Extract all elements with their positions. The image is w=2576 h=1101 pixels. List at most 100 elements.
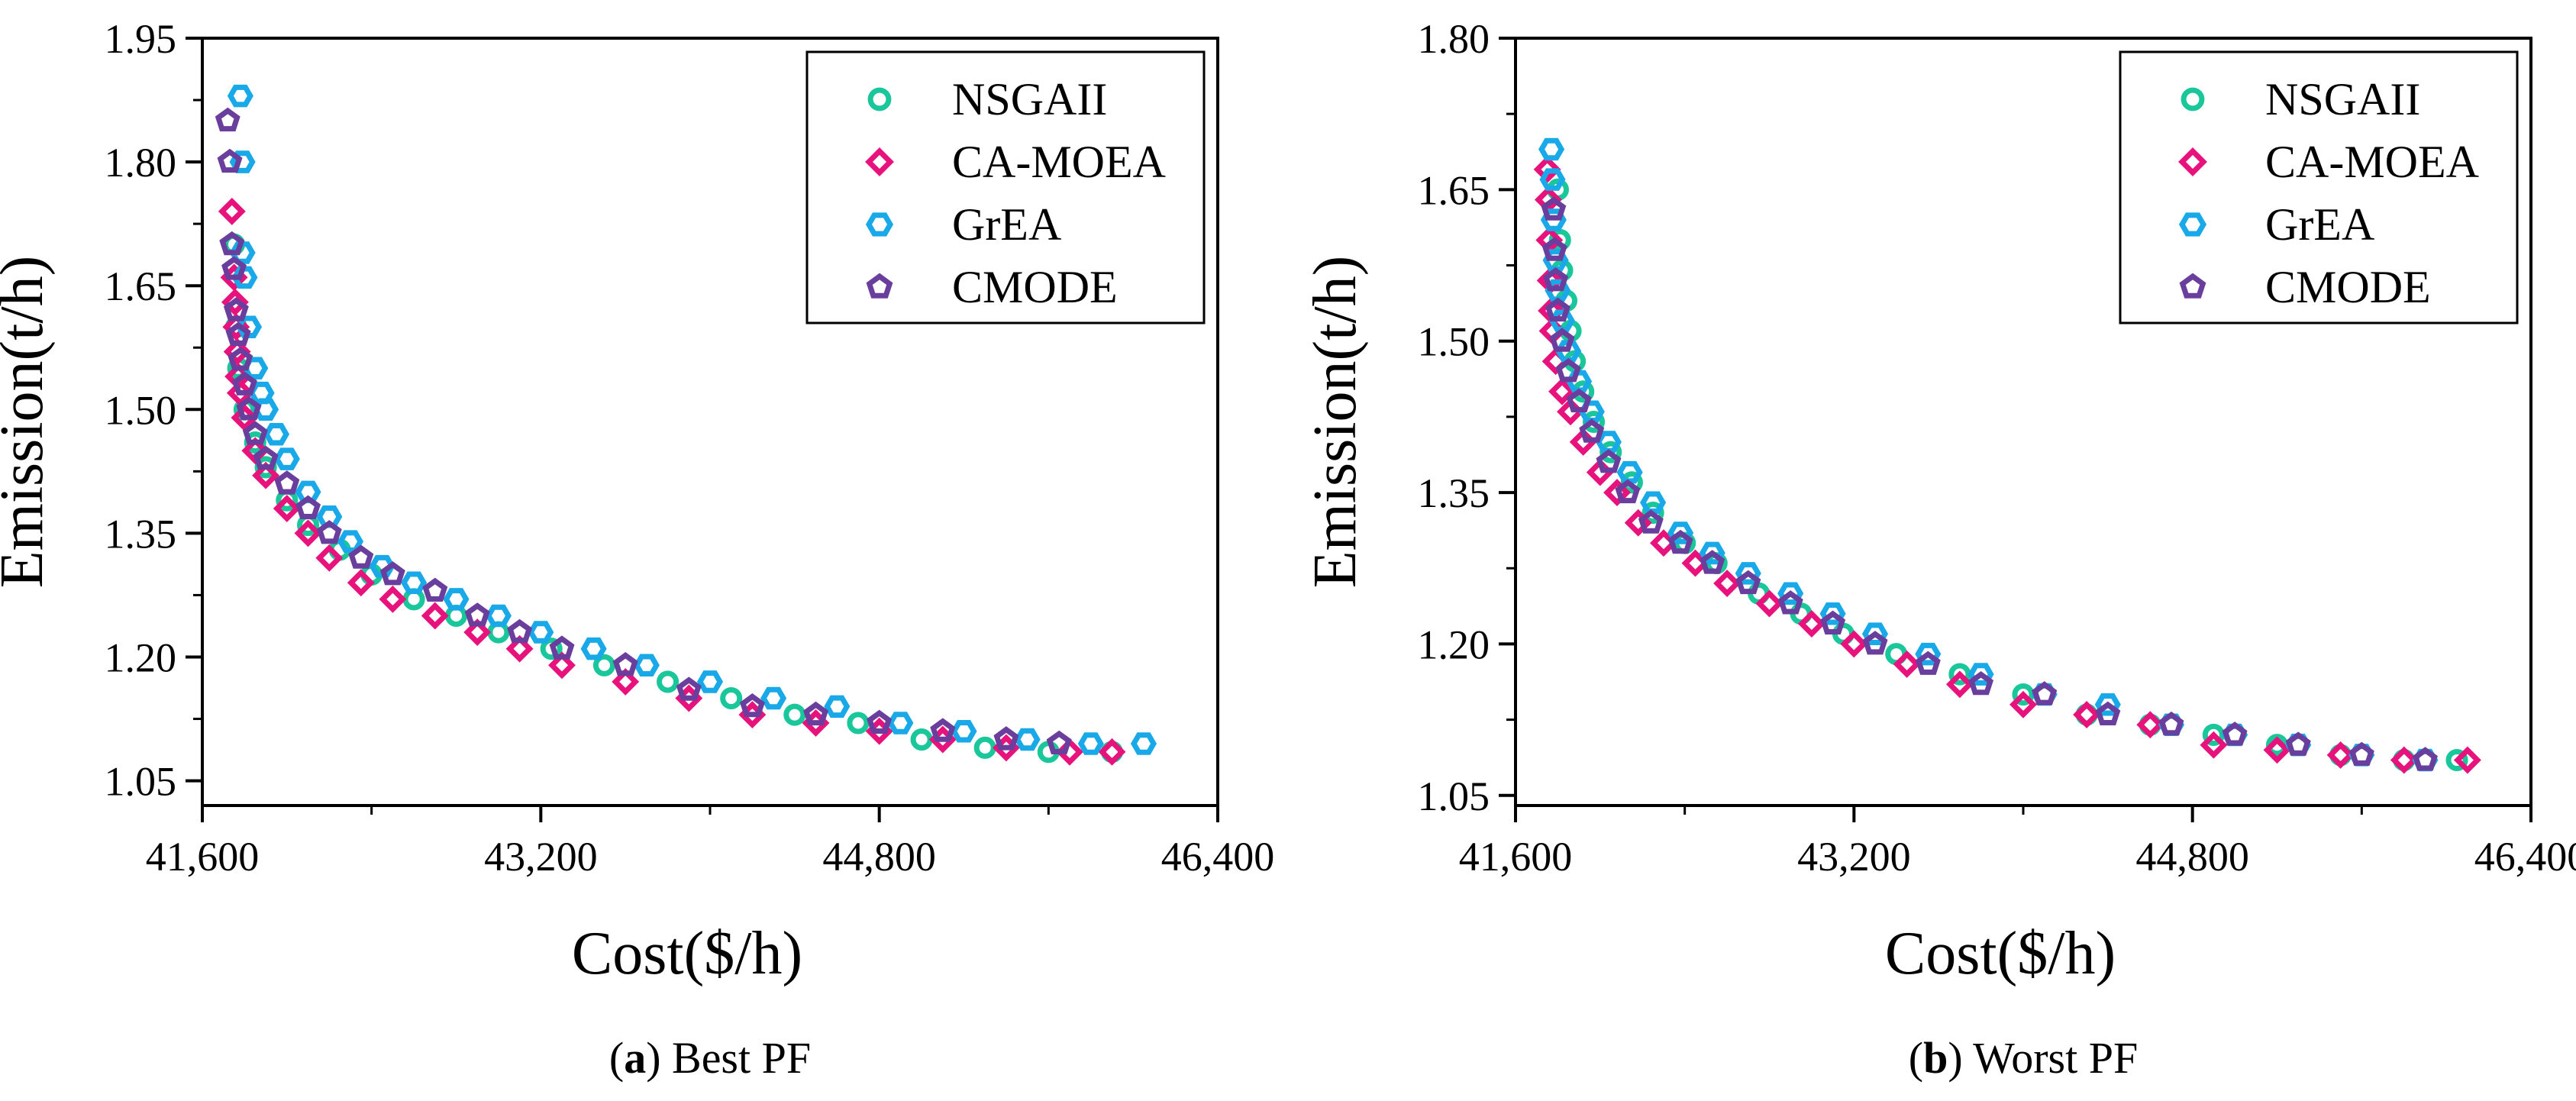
data-point-cmode [1615,479,1641,504]
data-point-cmode [1549,328,1575,352]
data-point-cmode [221,256,247,280]
legend-label-cmode: CMODE [2265,262,2431,312]
x-axis-title: Cost($/h) [1885,920,2116,987]
chart-best-pf: 41,600 43,200 44,800 46,400 1.05 1.20 1.35 1.50… [0,16,1274,987]
data-point-ca-moea [1755,589,1784,618]
data-point-nsgaii [592,654,616,676]
data-point-cmode [217,148,243,173]
data-point-ca-moea [2326,741,2355,769]
data-point-ca-moea [1533,155,1561,183]
data-point-cmode [2158,711,2184,736]
data-point-ca-moea [218,197,246,225]
data-point-grea [1539,168,1566,191]
data-point-cmode [612,651,638,676]
data-point-cmode [739,693,765,718]
data-point-cmode [225,321,251,346]
legend-marker-cmode [2179,273,2206,299]
data-point-cmode [1735,570,1761,595]
series-cmode [215,107,1072,754]
data-point-grea [443,588,470,611]
figure-captions: (a) Best PF (b) Worst PF [609,1033,2138,1083]
data-point-grea [1640,491,1667,514]
legend-marker-grea [2178,212,2207,237]
data-point-cmode [1046,730,1072,754]
y-tick-label: 1.05 [1418,773,1490,819]
data-point-cmode [2095,701,2121,725]
data-point-grea [633,654,660,676]
data-point-ca-moea [223,337,251,366]
data-point-ca-moea [231,404,259,432]
data-point-ca-moea [252,461,280,489]
data-point-cmode [507,618,533,644]
data-point-cmode [2032,681,2058,705]
data-point-cmode [464,602,490,627]
data-point-grea [1861,622,1889,645]
y-tick-label: 1.65 [105,263,177,309]
data-point-grea [824,695,851,718]
data-point-grea [1540,208,1567,231]
data-point-cmode [1915,651,1941,675]
data-point-ca-moea [347,569,375,597]
data-point-ca-moea [1056,738,1083,766]
legend: NSGAII CA-MOEA GrEA CMODE [2119,50,2519,324]
data-point-cmode [930,718,956,742]
data-point-grea [2094,693,2121,716]
data-point-cmode [236,396,262,421]
data-point-cmode [348,544,374,569]
data-point-cmode [1700,550,1725,574]
data-point-ca-moea [2009,690,2037,718]
data-point-cmode [2412,747,2438,771]
legend-marker-grea [865,212,894,237]
legend-marker-nsgaii [2181,87,2205,111]
legend-label-nsgaii: NSGAII [952,74,1107,124]
data-point-grea [951,720,977,743]
data-point-cmode [242,421,268,445]
data-point-ca-moea [505,634,534,663]
data-point-nsgaii [847,712,870,735]
legend-label-grea: GrEA [2265,199,2374,250]
y-axis-title: Emission(t/h) [0,256,56,589]
legend: NSGAII CA-MOEA GrEA CMODE [805,50,1206,324]
data-point-ca-moea [2136,711,2164,739]
y-tick-label: 1.50 [105,387,177,433]
data-point-cmode [1596,449,1622,473]
data-point-ca-moea [421,602,449,630]
data-point-cmode [316,520,342,544]
data-point-ca-moea [1603,479,1631,507]
y-tick-label: 1.80 [105,140,177,186]
data-point-cmode [1862,631,1888,655]
data-point-ca-moea [2200,731,2228,759]
data-point-ca-moea [2453,746,2481,774]
data-point-nsgaii [973,736,996,759]
data-point-cmode [274,470,300,495]
data-point-nsgaii [720,686,743,710]
data-point-grea [760,686,787,710]
legend-marker-nsgaii [867,87,892,111]
data-point-cmode [1968,670,1994,696]
x-axis-title: Cost($/h) [572,920,802,987]
x-tick-label: 46,400 [2474,834,2576,880]
data-point-grea [696,670,724,693]
caption-b: (b) Worst PF [1909,1033,2138,1083]
data-point-ca-moea [1893,650,1921,678]
y-tick-label: 1.50 [1418,319,1490,365]
data-point-cmode [993,726,1019,751]
data-point-cmode [2222,722,2248,746]
data-point-cmode [1820,610,1846,634]
data-point-cmode [223,297,249,321]
y-axis-title: Emission(t/h) [1302,256,1369,589]
data-point-grea [263,423,290,446]
data-point-nsgaii [910,728,933,751]
data-point-nsgaii [1641,501,1664,525]
x-tick-label: 41,600 [1459,834,1573,880]
data-point-ca-moea [2390,746,2418,774]
data-point-grea [227,84,253,108]
data-point-grea [1968,663,1994,686]
x-tick-label: 43,200 [1797,834,1911,880]
data-point-ca-moea [1945,670,1974,699]
data-point-cmode [1541,237,1567,261]
y-tick-label: 1.20 [105,634,177,680]
data-point-nsgaii [540,638,563,660]
data-point-cmode [1545,297,1570,322]
y-tick-label: 1.35 [1418,470,1490,516]
